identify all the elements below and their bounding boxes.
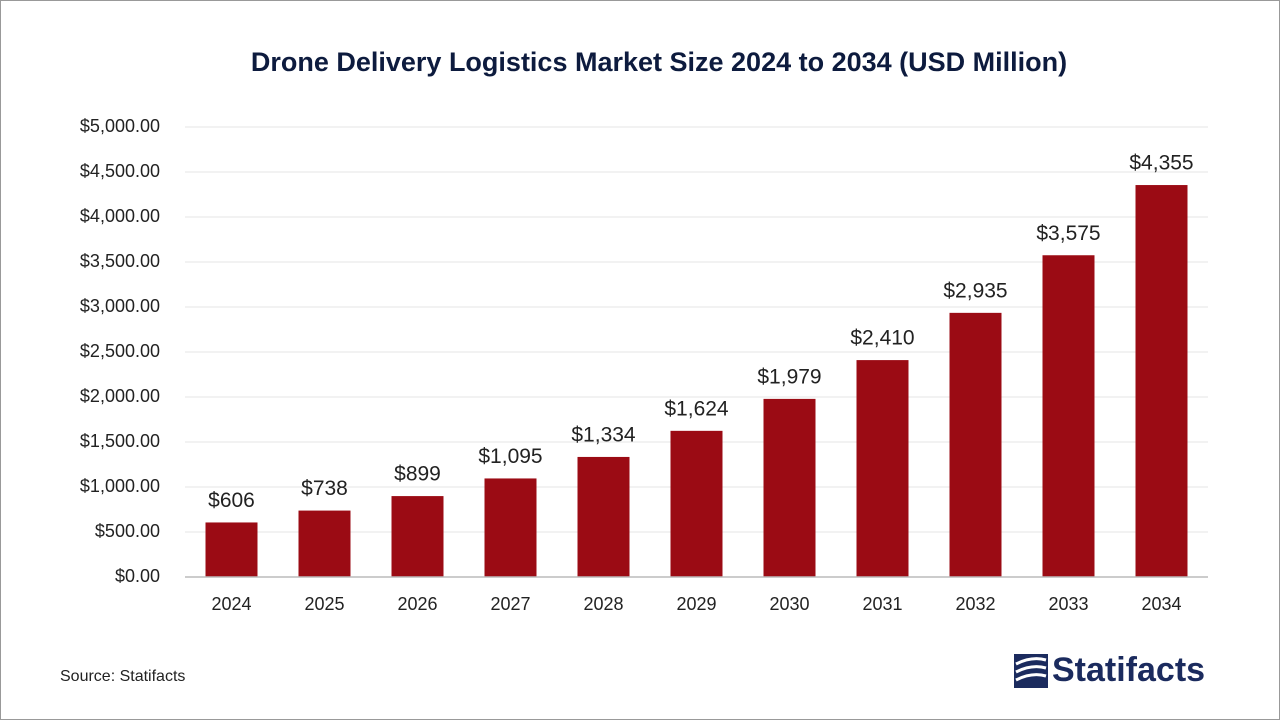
bar: [763, 398, 816, 577]
value-label: $1,334: [571, 423, 636, 446]
brand-logo: Statifacts: [1014, 651, 1205, 689]
value-label: $1,979: [757, 365, 821, 388]
value-label: $1,095: [478, 445, 542, 468]
value-label: $4,355: [1129, 152, 1193, 175]
value-label: $1,624: [664, 397, 729, 420]
value-label: $899: [394, 463, 441, 486]
value-label: $606: [208, 489, 255, 512]
y-tick-label: $1,000.00: [80, 476, 160, 496]
bar: [298, 510, 351, 577]
y-tick-label: $2,500.00: [80, 341, 160, 361]
value-label: $2,410: [850, 327, 914, 350]
x-tick-label: 2034: [1141, 594, 1181, 614]
y-tick-label: $4,000.00: [80, 206, 160, 226]
bar: [484, 478, 537, 577]
chart-title: Drone Delivery Logistics Market Size 202…: [251, 47, 1067, 77]
y-tick-label: $5,000.00: [80, 116, 160, 136]
y-tick-label: $500.00: [95, 521, 160, 541]
value-label: $3,575: [1036, 222, 1100, 245]
x-tick-label: 2031: [862, 594, 902, 614]
x-tick-label: 2033: [1048, 594, 1088, 614]
value-label: $738: [301, 477, 348, 500]
y-tick-label: $0.00: [115, 566, 160, 586]
bar: [205, 522, 258, 577]
source: Source: Statifacts: [60, 668, 185, 685]
value-label: $2,935: [943, 279, 1007, 302]
x-tick-label: 2027: [490, 594, 530, 614]
bar: [670, 430, 723, 577]
y-tick-label: $4,500.00: [80, 161, 160, 181]
logo-stripes: [1015, 657, 1047, 682]
y-tick-label: $1,500.00: [80, 431, 160, 451]
bar: [1135, 185, 1188, 578]
y-tick-label: $3,500.00: [80, 251, 160, 271]
x-tick-label: 2030: [769, 594, 809, 614]
y-tick-label: $3,000.00: [80, 296, 160, 316]
x-tick-label: 2026: [397, 594, 437, 614]
x-tick-label: 2029: [676, 594, 716, 614]
bar: [949, 312, 1002, 577]
x-tick-label: 2024: [211, 594, 251, 614]
bar: [1042, 255, 1095, 577]
brand-name: Statifacts: [1052, 651, 1205, 689]
bar: [577, 456, 630, 577]
x-tick-label: 2025: [304, 594, 344, 614]
y-tick-label: $2,000.00: [80, 386, 160, 406]
x-tick-label: 2028: [583, 594, 623, 614]
bar: [856, 360, 909, 577]
x-tick-label: 2032: [955, 594, 995, 614]
bar: [391, 496, 444, 577]
